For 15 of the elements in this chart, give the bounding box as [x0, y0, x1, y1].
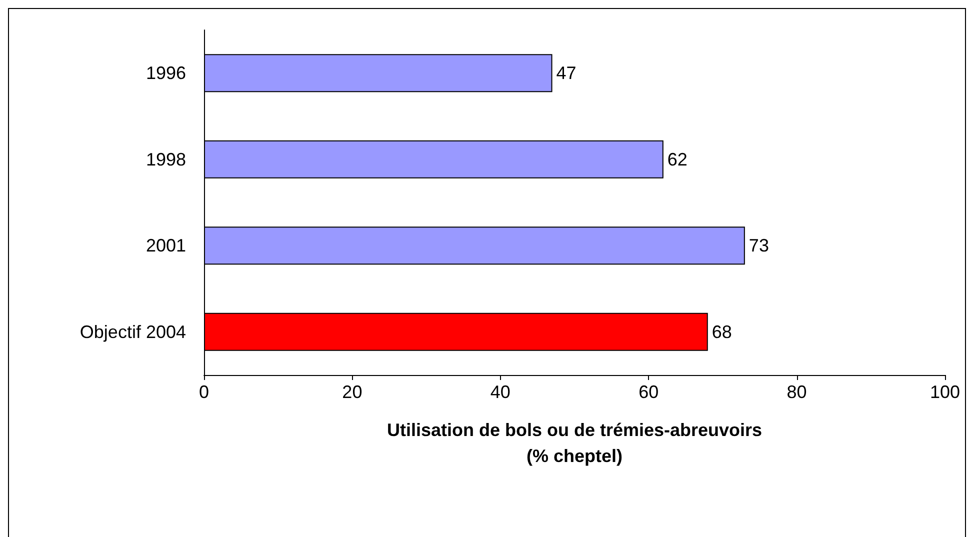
x-tick-label: 40	[490, 382, 510, 402]
y-tick-label: 1996	[146, 63, 186, 84]
x-tick-label: 80	[786, 382, 807, 402]
data-label: 62	[667, 149, 688, 170]
y-tick-label: Objectif 2004	[80, 322, 186, 342]
y-tick-label: 1998	[146, 149, 186, 170]
data-label: 73	[748, 236, 769, 256]
x-tick-label: 100	[930, 382, 960, 402]
x-tick-label: 60	[638, 382, 659, 402]
data-label: 47	[556, 63, 576, 84]
x-axis-title: Utilisation de bols ou de trémies-abreuvoirs (% cheptel)	[386, 420, 762, 466]
x-tick-label: 20	[342, 382, 362, 402]
data-label: 68	[712, 322, 732, 342]
y-tick-label: 2001	[146, 236, 186, 256]
x-tick-label: 0	[198, 382, 210, 402]
